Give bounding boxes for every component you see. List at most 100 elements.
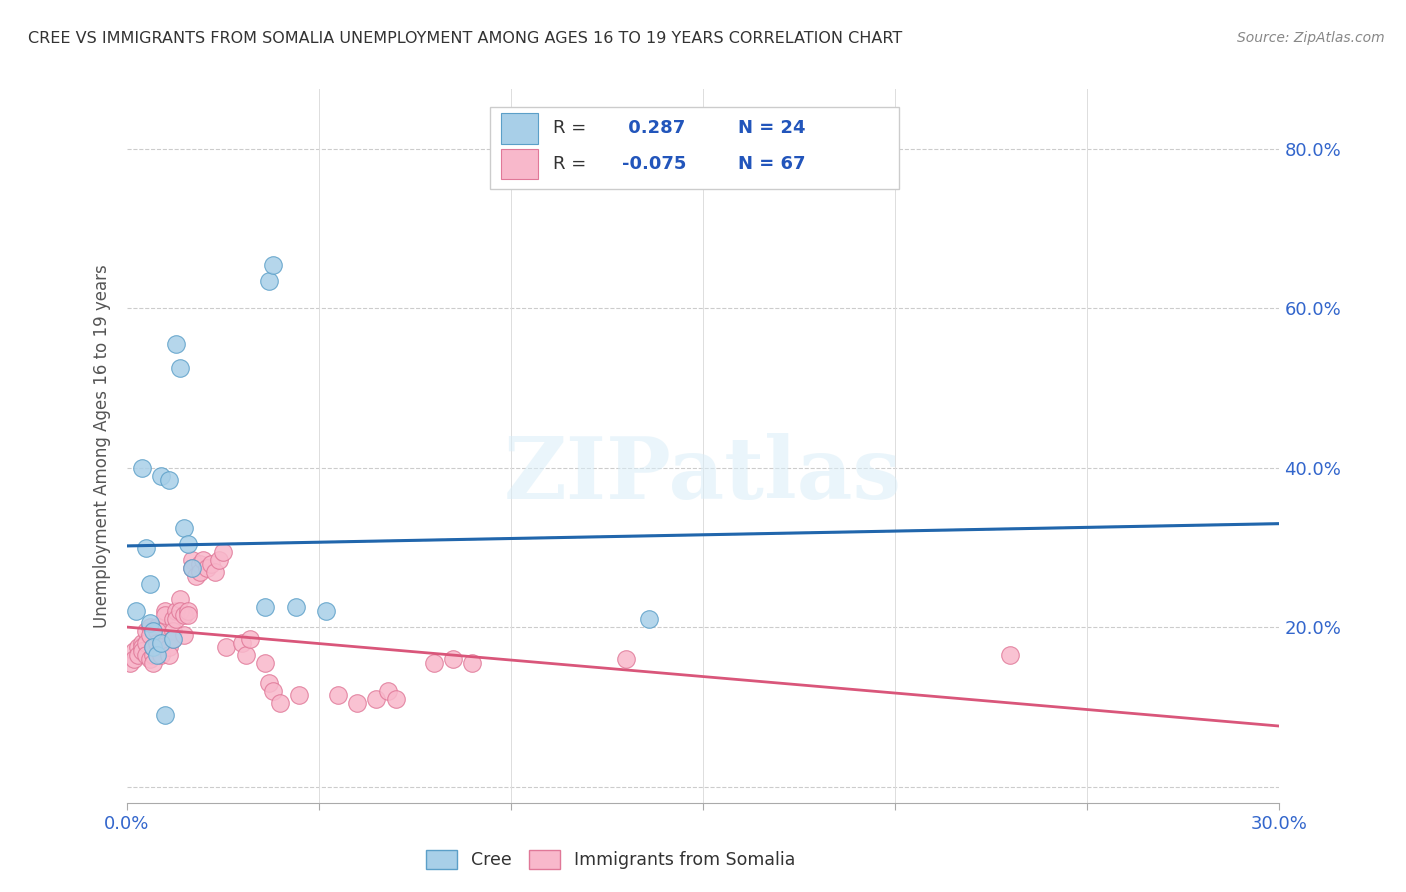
Point (162, 632, 184, 647)
Point (157, 473, 180, 487)
Point (177, 604, 200, 618)
Point (204, 565, 226, 579)
Point (142, 657, 165, 671)
Point (138, 620, 160, 634)
Point (120, 657, 142, 671)
Text: N = 24: N = 24 (738, 120, 806, 137)
Point (138, 628, 160, 642)
Text: 0.287: 0.287 (623, 120, 686, 137)
Y-axis label: Unemployment Among Ages 16 to 19 years: Unemployment Among Ages 16 to 19 years (93, 264, 111, 628)
Point (150, 469, 173, 483)
Point (138, 576, 160, 591)
Point (377, 684, 399, 698)
Point (162, 612, 184, 626)
Point (135, 648, 157, 663)
Point (150, 636, 173, 650)
FancyBboxPatch shape (489, 107, 898, 189)
Point (193, 552, 215, 566)
Point (253, 657, 276, 671)
Point (122, 644, 145, 658)
Point (288, 688, 311, 702)
Point (157, 648, 180, 663)
Point (423, 657, 446, 671)
Point (177, 608, 200, 623)
Point (142, 648, 165, 663)
Point (169, 361, 191, 376)
Point (188, 565, 211, 579)
Text: R =: R = (553, 120, 592, 137)
Point (173, 521, 195, 535)
Point (177, 536, 200, 550)
Point (166, 612, 188, 626)
Point (195, 560, 218, 574)
Point (142, 640, 165, 655)
Text: ZIPatlas: ZIPatlas (503, 433, 903, 516)
Point (157, 640, 180, 655)
Point (441, 652, 464, 666)
Point (366, 692, 388, 706)
Point (150, 648, 173, 663)
Point (153, 604, 176, 618)
Point (180, 560, 202, 574)
Point (169, 604, 191, 618)
Point (346, 696, 368, 710)
Point (135, 636, 157, 650)
Point (638, 612, 661, 626)
Point (614, 652, 637, 666)
Point (127, 648, 149, 663)
Point (162, 632, 184, 647)
Point (1000, 648, 1022, 663)
Point (180, 552, 202, 566)
Point (122, 652, 145, 666)
Point (131, 636, 153, 650)
Point (146, 624, 169, 639)
Point (135, 624, 157, 639)
Point (131, 640, 153, 655)
Text: Source: ZipAtlas.com: Source: ZipAtlas.com (1237, 31, 1385, 45)
Point (208, 552, 231, 566)
Point (180, 560, 202, 574)
Point (166, 604, 188, 618)
Point (284, 600, 307, 615)
Point (173, 608, 195, 623)
Point (188, 557, 211, 571)
Point (153, 608, 176, 623)
Point (146, 636, 169, 650)
Point (262, 258, 284, 272)
Text: CREE VS IMMIGRANTS FROM SOMALIA UNEMPLOYMENT AMONG AGES 16 TO 19 YEARS CORRELATI: CREE VS IMMIGRANTS FROM SOMALIA UNEMPLOY… (28, 31, 903, 46)
Point (184, 568, 207, 582)
Point (269, 696, 291, 710)
Point (146, 648, 169, 663)
FancyBboxPatch shape (501, 149, 538, 179)
Point (257, 274, 280, 288)
Point (253, 600, 276, 615)
Legend: Cree, Immigrants from Somalia: Cree, Immigrants from Somalia (419, 843, 803, 876)
Point (200, 557, 222, 571)
Point (231, 636, 253, 650)
Point (238, 632, 260, 647)
Point (138, 652, 160, 666)
Point (262, 684, 284, 698)
Point (166, 337, 188, 351)
Text: -0.075: -0.075 (623, 155, 686, 173)
Point (135, 541, 157, 555)
Point (257, 676, 280, 690)
Point (169, 592, 191, 607)
FancyBboxPatch shape (501, 113, 538, 144)
Text: N = 67: N = 67 (738, 155, 806, 173)
Point (315, 604, 337, 618)
Point (127, 640, 149, 655)
Point (142, 624, 165, 639)
Point (142, 640, 165, 655)
Point (153, 708, 176, 723)
Point (131, 644, 153, 658)
Point (146, 620, 169, 634)
Point (211, 544, 233, 558)
Point (215, 640, 238, 655)
Point (384, 692, 406, 706)
Text: R =: R = (553, 155, 592, 173)
Point (162, 624, 184, 639)
Point (138, 616, 160, 631)
Point (173, 628, 195, 642)
Point (150, 640, 173, 655)
